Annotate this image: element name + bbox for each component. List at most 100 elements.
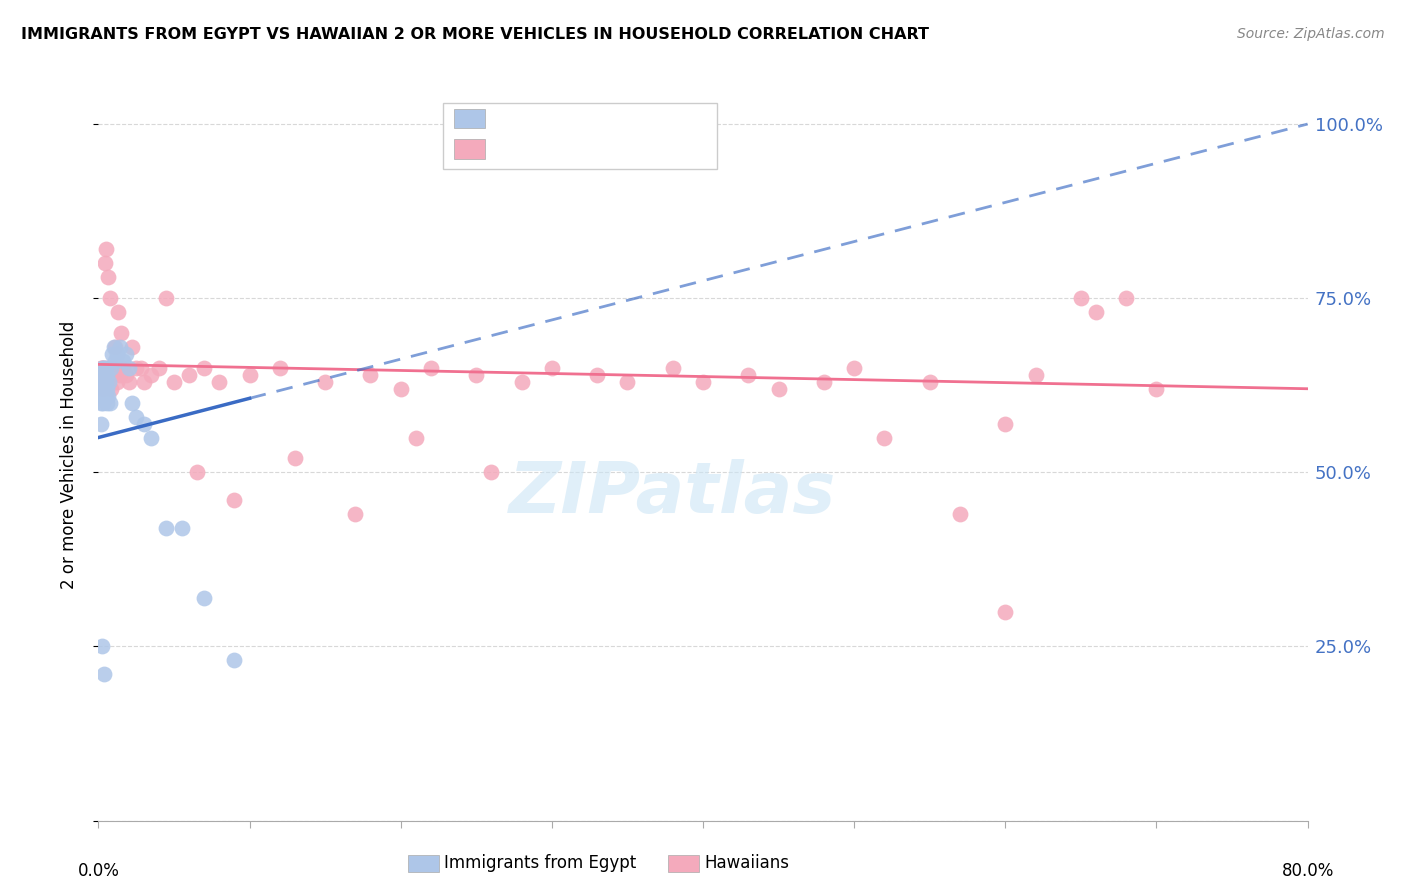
Point <box>91 360 114 375</box>
Point <box>121 340 143 354</box>
Point <box>98 368 121 382</box>
Point <box>344 507 367 521</box>
Point <box>141 430 163 444</box>
Point <box>586 368 609 382</box>
Point <box>616 375 638 389</box>
Point <box>170 521 193 535</box>
Point <box>96 243 118 257</box>
Point <box>96 368 118 382</box>
Point <box>93 360 115 375</box>
Point <box>93 360 115 375</box>
Point <box>91 382 114 396</box>
Point <box>98 375 121 389</box>
Point <box>389 382 412 396</box>
Point <box>90 375 112 389</box>
Point <box>949 507 972 521</box>
Point <box>208 375 231 389</box>
Point <box>692 375 714 389</box>
Point <box>97 389 120 403</box>
Point <box>284 451 307 466</box>
Point <box>90 395 112 409</box>
Point <box>193 360 215 375</box>
Point <box>420 360 443 375</box>
Point <box>125 360 148 375</box>
Text: N = 41: N = 41 <box>605 110 666 128</box>
Point <box>90 360 112 375</box>
Point <box>101 347 124 361</box>
Point <box>132 375 155 389</box>
Point <box>96 382 118 396</box>
Point <box>1115 291 1137 305</box>
Point <box>94 368 117 382</box>
Point <box>193 591 215 605</box>
Point <box>510 375 533 389</box>
Point <box>94 382 117 396</box>
Point <box>91 360 114 375</box>
Point <box>224 493 246 508</box>
Point <box>465 368 488 382</box>
Point <box>239 368 262 382</box>
Point <box>108 368 131 382</box>
Point <box>1070 291 1092 305</box>
Point <box>121 395 143 409</box>
Point <box>103 360 125 375</box>
Point <box>148 360 170 375</box>
Point <box>93 375 115 389</box>
Point <box>93 389 115 403</box>
Text: N = 75: N = 75 <box>605 140 666 158</box>
Point <box>96 360 118 375</box>
Point <box>104 354 127 368</box>
Text: IMMIGRANTS FROM EGYPT VS HAWAIIAN 2 OR MORE VEHICLES IN HOUSEHOLD CORRELATION CH: IMMIGRANTS FROM EGYPT VS HAWAIIAN 2 OR M… <box>21 27 929 42</box>
Point <box>91 375 114 389</box>
Point <box>93 667 115 681</box>
Point <box>90 375 112 389</box>
Text: ZIPatlas: ZIPatlas <box>509 458 837 528</box>
Point <box>90 417 112 431</box>
Point <box>91 395 114 409</box>
Point <box>768 382 790 396</box>
Point <box>105 375 128 389</box>
Point <box>90 368 112 382</box>
Point <box>107 305 129 319</box>
Point <box>94 375 117 389</box>
Point <box>360 368 382 382</box>
Point <box>813 375 835 389</box>
Text: 80.0%: 80.0% <box>1281 863 1334 880</box>
Point <box>1146 382 1168 396</box>
Point <box>129 360 152 375</box>
Text: Source: ZipAtlas.com: Source: ZipAtlas.com <box>1237 27 1385 41</box>
Text: 0.0%: 0.0% <box>77 863 120 880</box>
Point <box>737 368 759 382</box>
Y-axis label: 2 or more Vehicles in Household: 2 or more Vehicles in Household <box>59 321 77 589</box>
Point <box>96 375 118 389</box>
Text: -0.068: -0.068 <box>530 140 589 158</box>
Point <box>118 360 141 375</box>
Point <box>481 466 503 480</box>
Point <box>91 640 114 654</box>
Point <box>269 360 291 375</box>
Point <box>224 653 246 667</box>
Point <box>93 368 115 382</box>
Text: Immigrants from Egypt: Immigrants from Egypt <box>444 855 637 872</box>
Point <box>105 347 128 361</box>
Text: R =: R = <box>494 140 524 158</box>
Text: Hawaiians: Hawaiians <box>704 855 789 872</box>
Point <box>155 291 177 305</box>
Point <box>90 360 112 375</box>
Point <box>90 389 112 403</box>
Point <box>918 375 941 389</box>
Point <box>405 430 427 444</box>
Point <box>125 409 148 424</box>
Point <box>93 375 115 389</box>
Point <box>101 368 124 382</box>
Point <box>994 417 1017 431</box>
Point <box>118 375 141 389</box>
Point <box>98 291 121 305</box>
Point <box>111 354 134 368</box>
Point <box>114 368 136 382</box>
Point <box>98 395 121 409</box>
Point <box>179 368 201 382</box>
Point <box>314 375 336 389</box>
Point <box>104 340 127 354</box>
Point <box>540 360 562 375</box>
